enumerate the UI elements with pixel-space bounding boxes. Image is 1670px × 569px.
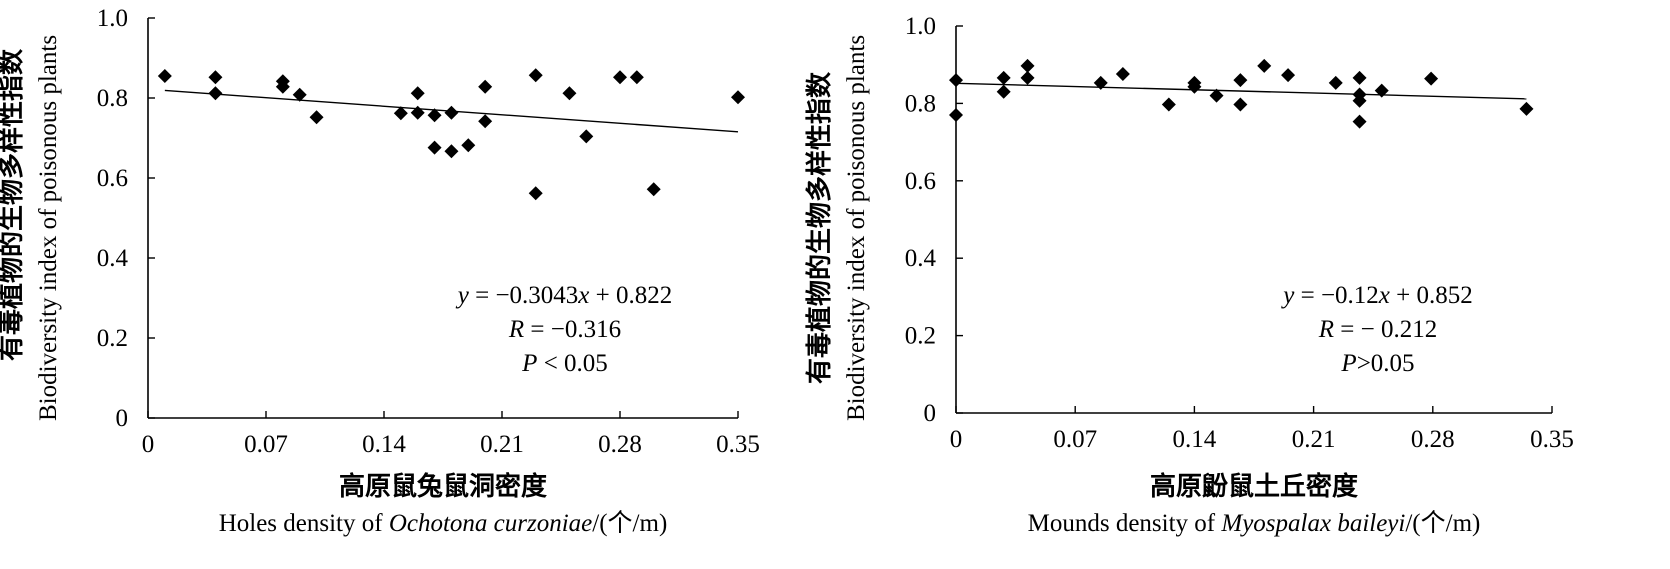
y-tick-label: 0.8 (905, 90, 936, 117)
data-point (1352, 93, 1367, 108)
x-tick-label: 0.07 (244, 431, 288, 458)
y-tick-label: 1.0 (905, 13, 936, 40)
data-point (309, 110, 324, 125)
data-point (478, 79, 493, 94)
x-axis-label-cn: 高原鼠兔鼠洞密度 (339, 471, 547, 502)
regression-equation: y = −0.12x + 0.852 (1280, 282, 1473, 309)
data-point (478, 114, 493, 129)
x-tick-label: 0.14 (1173, 426, 1217, 453)
data-point (427, 108, 442, 123)
data-point (646, 182, 661, 197)
data-points (949, 58, 1534, 129)
data-points (157, 68, 745, 201)
correlation-r: R = − 0.212 (1318, 316, 1437, 343)
y-tick-label: 0.4 (905, 245, 937, 272)
x-axis-label-en: Holes density of Ochotona curzoniae/(个/m… (219, 510, 668, 537)
trend-line (955, 82, 1527, 100)
y-tick-label: 0.6 (905, 168, 936, 195)
y-tick-label: 0.6 (97, 165, 128, 192)
data-point (731, 90, 745, 105)
y-axis-label-cn: 有毒植物的生物多样性指数 (0, 48, 27, 361)
data-point (410, 105, 425, 120)
x-tick-label: 0.35 (716, 431, 760, 458)
x-tick-label: 0.28 (1411, 426, 1455, 453)
data-point (275, 79, 290, 94)
regression-equation: y = −0.3043x + 0.822 (455, 282, 673, 309)
data-point (1352, 70, 1367, 85)
x-tick-labels: 0 0.07 0.14 0.21 0.28 0.35 (142, 431, 760, 458)
y-tick-label: 0.8 (97, 85, 128, 112)
y-tick-label: 0 (116, 405, 129, 432)
data-point (1281, 68, 1296, 83)
data-point (1115, 66, 1130, 81)
x-tick-labels: 0 0.07 0.14 0.21 0.28 0.35 (950, 426, 1574, 453)
data-point (1187, 79, 1202, 94)
chart-holes-density: 0 0.2 0.4 0.6 0.8 1.0 0 0.07 0.14 0.21 0.28 0.35 y… (0, 5, 760, 537)
x-tick-label: 0.35 (1530, 426, 1574, 453)
x-tick-label: 0 (142, 431, 155, 458)
data-point (208, 86, 223, 101)
y-tick-label: 0 (924, 400, 937, 427)
x-tick-label: 0 (950, 426, 963, 453)
data-point (579, 129, 594, 144)
x-axis-label-en: Mounds density of Myospalax baileyi/(个/m… (1028, 510, 1481, 537)
tick-marks (955, 25, 1553, 414)
data-point (461, 138, 476, 153)
data-point (949, 108, 963, 123)
y-axis-label-en: Biodiversity index of poisonous plants (35, 35, 62, 421)
data-point (528, 68, 543, 83)
data-point (528, 186, 543, 201)
data-point (157, 69, 172, 83)
tick-marks (147, 17, 739, 419)
data-point (1352, 114, 1367, 129)
data-point (1374, 83, 1389, 98)
y-tick-label: 1.0 (97, 5, 128, 32)
p-value: P < 0.05 (521, 350, 608, 377)
data-point (1328, 75, 1343, 90)
data-point (1519, 101, 1534, 116)
correlation-r: R = −0.316 (508, 316, 621, 343)
data-point (996, 84, 1011, 99)
p-value: P>0.05 (1340, 350, 1414, 377)
data-point (444, 144, 459, 159)
y-tick-labels: 0 0.2 0.4 0.6 0.8 1.0 (905, 13, 937, 427)
data-point (427, 140, 442, 155)
data-point (1020, 70, 1035, 85)
data-point (208, 70, 223, 85)
data-point (996, 70, 1011, 85)
y-tick-labels: 0 0.2 0.4 0.6 0.8 1.0 (97, 5, 129, 432)
data-point (1020, 58, 1035, 73)
data-point (1233, 73, 1248, 88)
data-point (1161, 97, 1176, 112)
x-tick-label: 0.21 (1292, 426, 1336, 453)
data-point (613, 70, 627, 85)
x-tick-label: 0.28 (598, 431, 642, 458)
data-point (393, 106, 408, 121)
y-axis-label-cn: 有毒植物的生物多样性指数 (804, 71, 835, 384)
data-point (1424, 71, 1439, 86)
data-point (1093, 75, 1108, 90)
data-point (949, 73, 963, 88)
x-tick-label: 0.14 (362, 431, 406, 458)
y-tick-label: 0.4 (97, 245, 129, 272)
y-axis-label-en: Biodiversity index of poisonous plants (843, 35, 870, 421)
data-point (1257, 58, 1272, 73)
x-tick-label: 0.21 (480, 431, 524, 458)
data-point (410, 86, 425, 101)
y-tick-label: 0.2 (905, 323, 936, 350)
data-point (444, 105, 459, 120)
x-axis-label-cn: 高原鼢鼠土丘密度 (1150, 471, 1358, 502)
x-tick-label: 0.07 (1053, 426, 1097, 453)
data-point (292, 87, 307, 102)
data-point (1233, 97, 1248, 112)
data-point (629, 70, 644, 85)
data-point (1209, 88, 1224, 103)
y-tick-label: 0.2 (97, 325, 128, 352)
data-point (562, 86, 577, 101)
chart-mounds-density: 0 0.2 0.4 0.6 0.8 1.0 0 0.07 0.14 0.21 0.28 0.35 y… (804, 13, 1574, 537)
